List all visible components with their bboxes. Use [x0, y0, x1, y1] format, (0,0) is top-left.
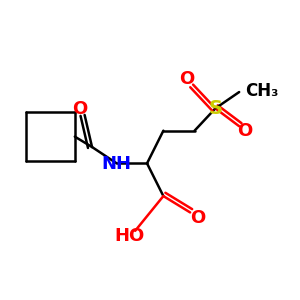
Text: HO: HO [114, 226, 144, 244]
Text: S: S [208, 100, 222, 118]
Text: CH₃: CH₃ [245, 82, 278, 100]
Text: O: O [190, 209, 205, 227]
Text: O: O [179, 70, 195, 88]
Text: O: O [237, 122, 252, 140]
Text: O: O [72, 100, 87, 118]
Text: NH: NH [102, 155, 132, 173]
